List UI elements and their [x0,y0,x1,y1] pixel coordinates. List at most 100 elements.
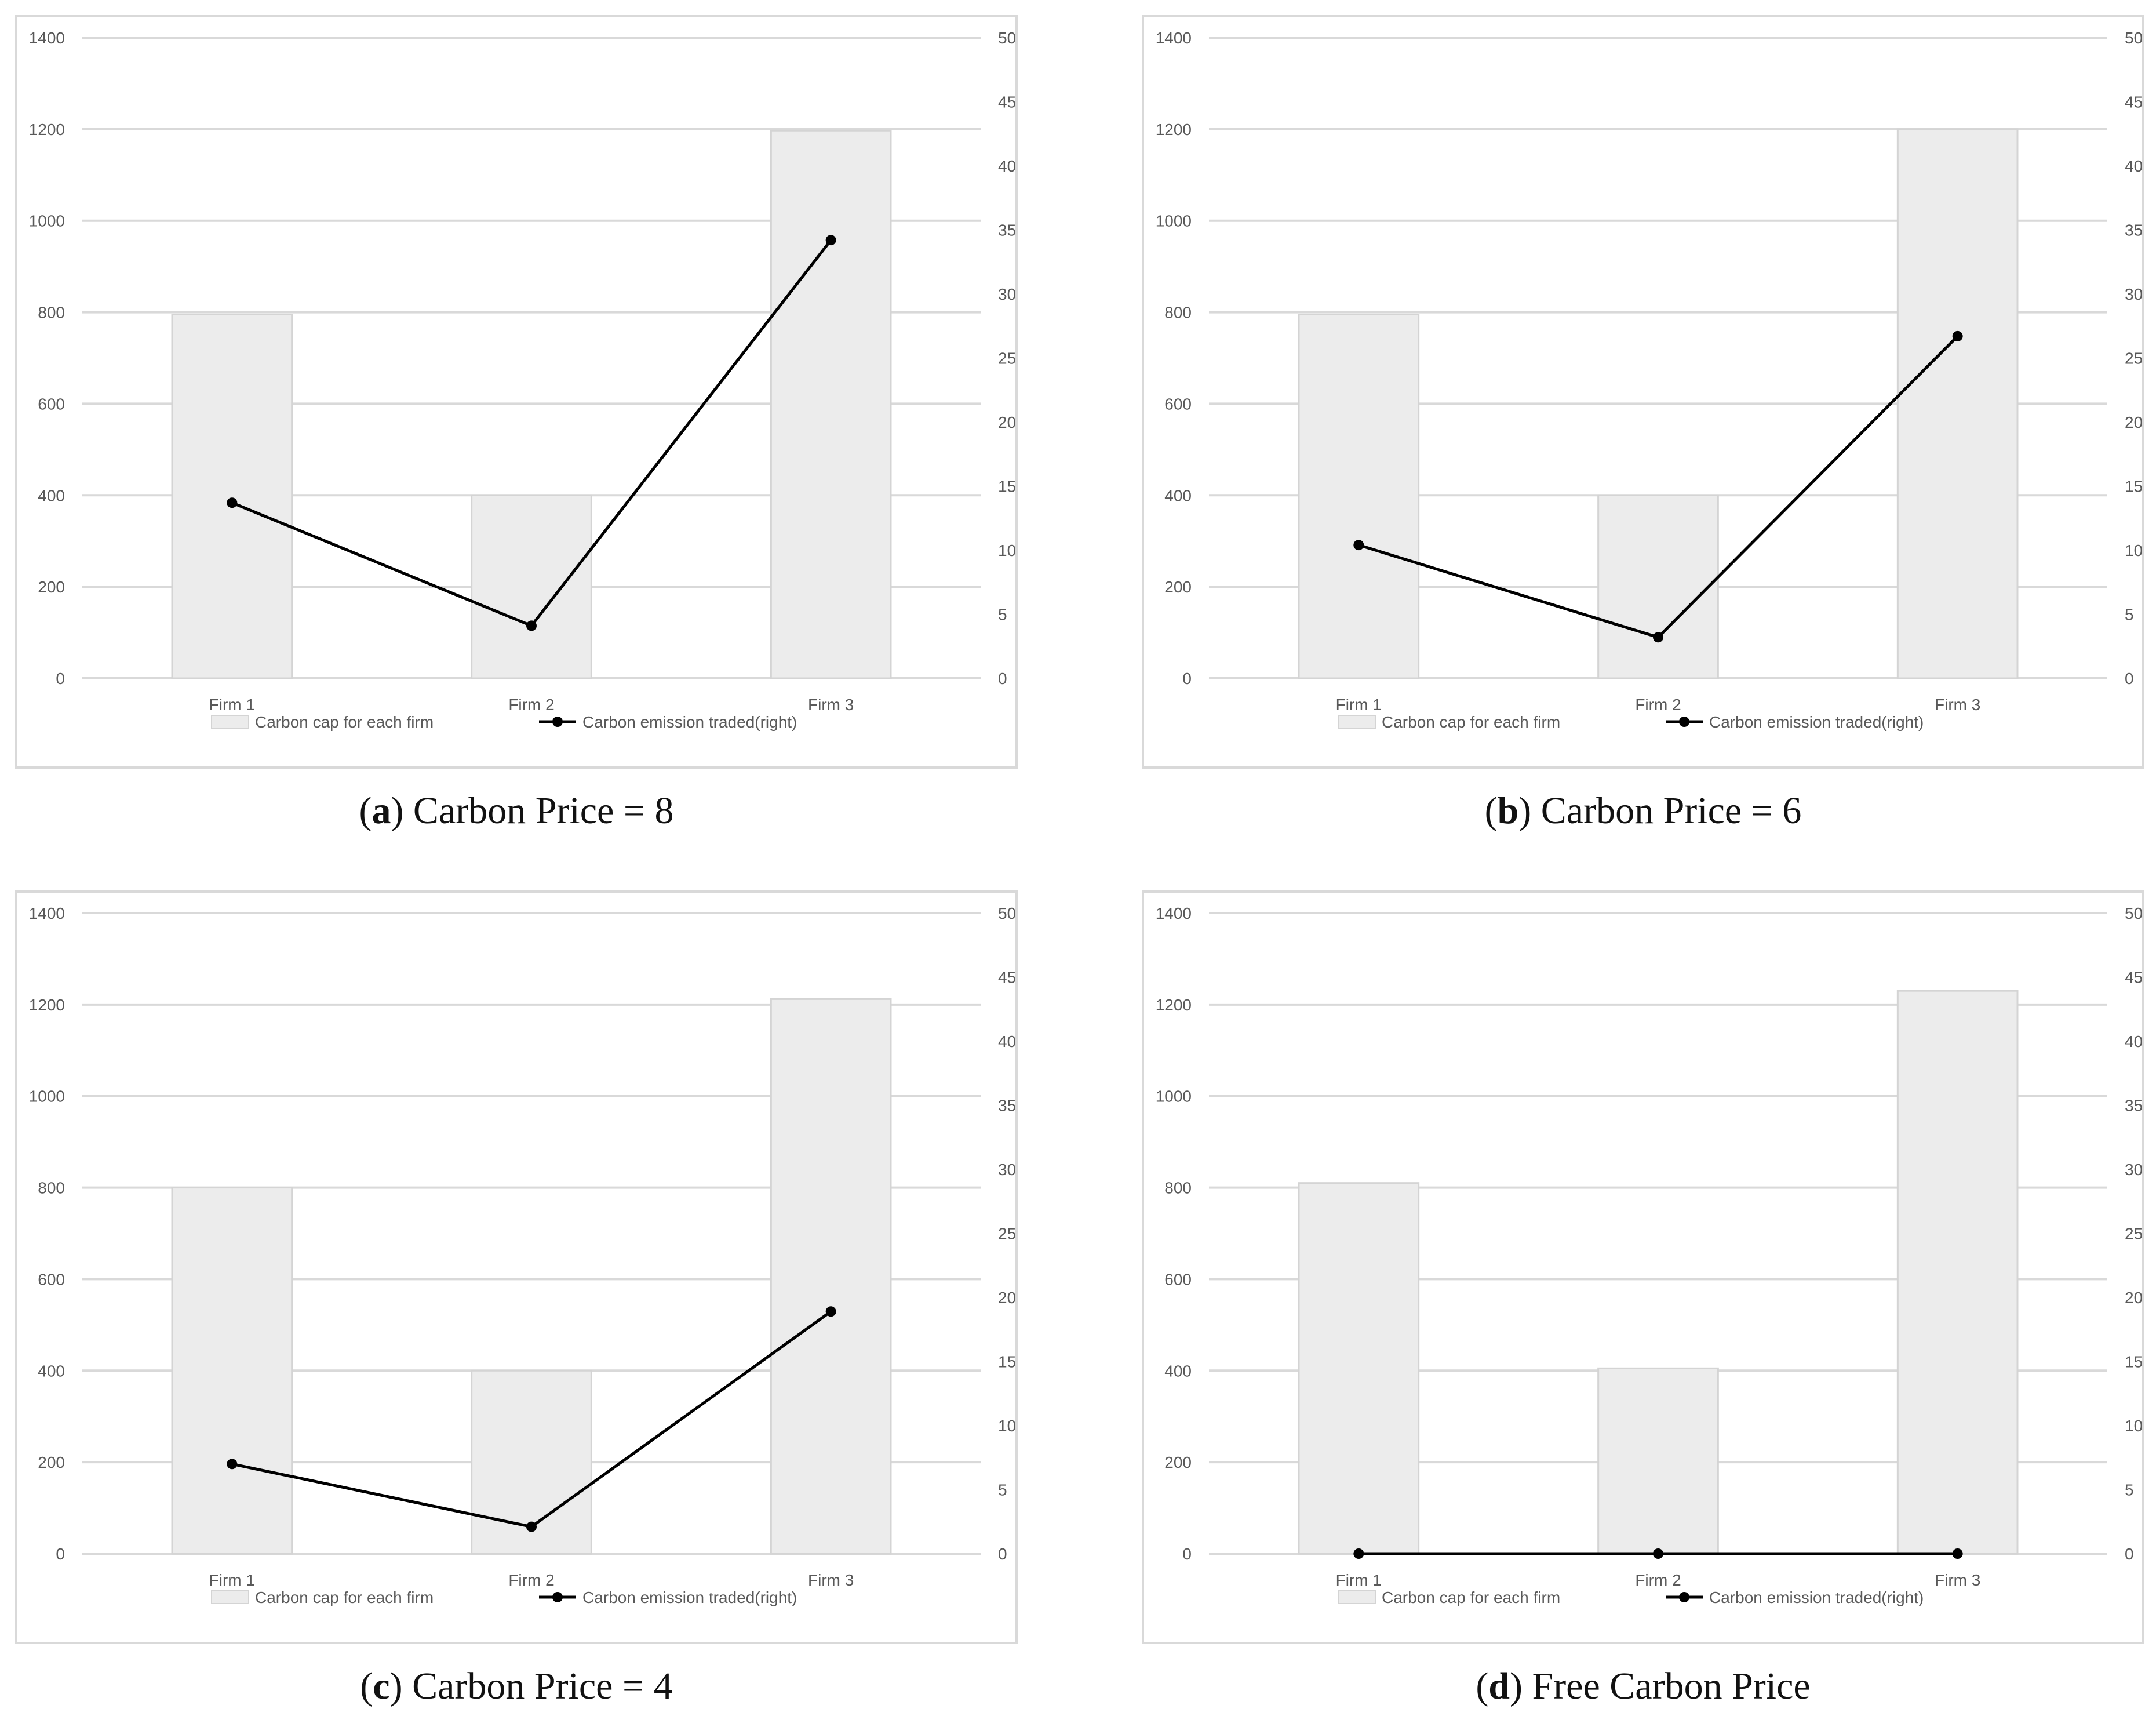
emission-point-3 [1952,1548,1963,1559]
y-tick-left: 800 [1164,304,1192,322]
y-tick-left: 200 [1164,578,1192,596]
y-tick-right: 45 [998,969,1015,987]
y-tick-right: 50 [998,29,1015,47]
y-tick-right: 0 [998,1545,1007,1563]
y-tick-left: 0 [56,1545,65,1563]
bar-1 [1298,314,1420,679]
y-tick-right: 0 [2125,670,2134,688]
y-tick-left: 400 [1164,1362,1192,1380]
y-tick-right: 20 [2125,413,2142,431]
y-tick-left: 400 [38,1362,65,1380]
chart-svg-d: 0 200 400 600 800 1000 1200 1400 0 5 10 15 20 25 30 35 4… [1156,904,2142,1606]
chart-svg-c: 0 200 400 600 800 1000 1200 1400 0 5 10 15 20 25 30 35 4… [29,904,1015,1606]
x-tick-label: Firm 1 [209,696,255,714]
bar-2 [1597,494,1719,679]
y-tick-right: 25 [998,1225,1015,1243]
y-tick-right: 50 [998,904,1015,922]
emission-point-2 [1653,632,1663,643]
y-tick-right: 40 [998,1032,1015,1050]
caption-letter-c: c [373,1665,390,1707]
y-tick-left: 400 [1164,486,1192,504]
y-tick-right: 25 [2125,350,2142,368]
chart-panel-b: 0 200 400 600 800 1000 1200 1400 0 5 10 15 20 25 30 35 4… [1142,15,2144,769]
x-tick-label: Firm 3 [1935,696,1980,714]
y-tick-left: 600 [1164,395,1192,413]
legend-swatch-bar [1338,715,1376,729]
y-tick-right: 10 [2125,541,2142,559]
x-tick-label: Firm 3 [1935,1571,1980,1589]
y-tick-right: 30 [2125,1161,2142,1179]
legend-label-bar: Carbon cap for each firm [1382,713,1560,731]
legend-label-line: Carbon emission traded(right) [1709,713,1924,731]
emission-point-2 [526,620,537,631]
bar-2 [471,494,592,679]
y-tick-right: 45 [2125,93,2142,111]
y-tick-right: 30 [2125,285,2142,303]
legend-marker-line [552,717,563,727]
y-tick-left: 1200 [1156,121,1192,139]
caption-text-a: Carbon Price = 8 [413,790,674,832]
caption-b: (b) Carbon Price = 6 [1484,790,1802,832]
caption-letter-b: b [1497,790,1519,832]
bar-1 [171,314,293,679]
emission-point-1 [1353,1548,1364,1559]
y-tick-left: 1000 [1156,212,1192,230]
y-tick-right: 40 [2125,157,2142,175]
y-tick-right: 15 [2125,478,2142,496]
y-tick-right: 5 [998,1481,1007,1499]
bar-3 [770,998,892,1555]
chart-panel-c: 0 200 400 600 800 1000 1200 1400 0 5 10 15 20 25 30 35 4… [15,890,1018,1644]
bar-3 [770,129,892,679]
caption-d: (d) Free Carbon Price [1476,1665,1811,1707]
legend-label-bar: Carbon cap for each firm [1382,1588,1560,1606]
caption-a: (a) Carbon Price = 8 [359,790,674,832]
y-tick-right: 10 [2125,1417,2142,1435]
bar-3 [1896,990,2019,1555]
legend-marker-line [552,1592,563,1602]
y-tick-right: 30 [998,285,1015,303]
caption-c: (c) Carbon Price = 4 [360,1665,673,1707]
y-tick-right: 35 [2125,221,2142,239]
y-tick-left: 1400 [29,904,65,922]
y-tick-right: 0 [998,670,1007,688]
emission-point-1 [227,497,238,508]
y-tick-right: 45 [2125,969,2142,987]
y-tick-left: 400 [38,486,65,504]
y-tick-left: 1000 [29,212,65,230]
legend-label-bar: Carbon cap for each firm [255,713,434,731]
y-tick-left: 800 [38,304,65,322]
legend-label-line: Carbon emission traded(right) [582,713,797,731]
legend-label-line: Carbon emission traded(right) [1709,1588,1924,1606]
y-tick-left: 600 [38,395,65,413]
y-tick-left: 600 [1164,1270,1192,1288]
y-tick-right: 20 [998,1289,1015,1307]
y-tick-right: 0 [2125,1545,2134,1563]
y-tick-right: 5 [2125,606,2134,624]
y-tick-right: 15 [2125,1353,2142,1371]
caption-text-d: Free Carbon Price [1532,1665,1811,1707]
y-tick-left: 1200 [29,121,65,139]
x-tick-label: Firm 2 [1635,1571,1681,1589]
y-tick-left: 800 [38,1179,65,1197]
y-tick-left: 1200 [1156,996,1192,1014]
emission-point-1 [1353,540,1364,551]
y-tick-left: 1400 [1156,904,1192,922]
caption-letter-a: a [372,790,391,832]
legend-marker-line [1679,1592,1689,1602]
y-tick-right: 5 [998,606,1007,624]
y-tick-right: 20 [2125,1289,2142,1307]
y-tick-left: 1200 [29,996,65,1014]
y-tick-left: 600 [38,1270,65,1288]
y-tick-right: 20 [998,413,1015,431]
caption-text-b: Carbon Price = 6 [1540,790,1802,832]
legend-label-line: Carbon emission traded(right) [582,1588,797,1606]
x-tick-label: Firm 2 [508,696,554,714]
legend-swatch-bar [211,1590,249,1604]
emission-point-2 [1653,1548,1663,1559]
y-tick-right: 10 [998,541,1015,559]
y-tick-right: 35 [998,221,1015,239]
bar-3 [1896,128,2019,679]
y-tick-right: 30 [998,1161,1015,1179]
y-tick-right: 35 [2125,1097,2142,1115]
emission-point-3 [825,1306,836,1317]
